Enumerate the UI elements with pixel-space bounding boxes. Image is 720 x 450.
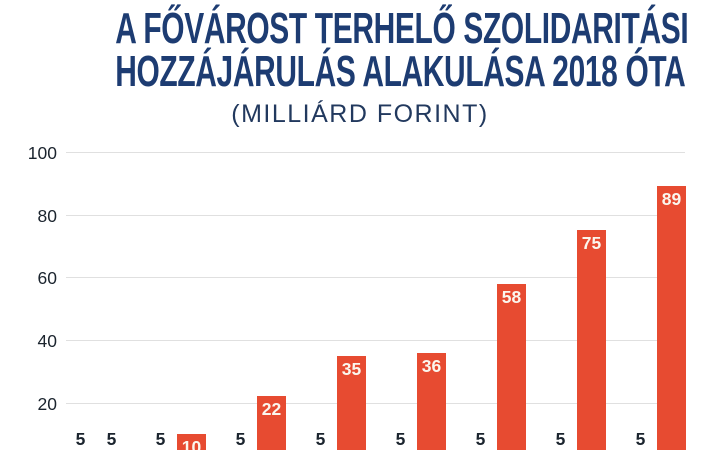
bar-value-label-right-red-bars-4: 35: [341, 358, 362, 379]
bar-value-label-right-red-bars-5: 36: [421, 355, 442, 376]
chart-title-line1: A FŐVÁROST TERHELŐ SZOLIDARITÁSI: [115, 4, 689, 53]
y-axis-tick-label-60: 60: [37, 268, 57, 289]
bar-value-label-left-short-bars-7: 5: [555, 428, 566, 449]
gridline-80: [66, 214, 685, 216]
bar-value-label-right-red-bars-2: 10: [181, 437, 202, 450]
gridline-60: [66, 277, 685, 279]
bar-value-label-left-short-bars-2: 5: [155, 428, 166, 449]
bar-value-label-right-red-bars-3: 22: [261, 399, 282, 420]
bar-value-label-right-red-bars-6: 58: [501, 286, 522, 307]
y-axis-tick-label-100: 100: [27, 142, 57, 163]
bar-value-label-right-red-bars-1: 5: [106, 428, 117, 449]
bar-right-red-bars-8: [657, 186, 686, 450]
bar-value-label-left-short-bars-3: 5: [235, 428, 246, 449]
bar-value-label-left-short-bars-4: 5: [315, 428, 326, 449]
bar-right-red-bars-3: [257, 396, 286, 450]
chart-title-line2: HOZZÁJÁRULÁS ALAKULÁSA 2018 ÓTA: [115, 47, 686, 96]
bar-right-red-bars-4: [337, 355, 366, 450]
gridline-100: [66, 151, 685, 153]
gridline-40: [66, 340, 685, 342]
y-axis-tick-label-20: 20: [37, 393, 57, 414]
bar-value-label-left-short-bars-1: 5: [75, 428, 86, 449]
bar-value-label-left-short-bars-6: 5: [475, 428, 486, 449]
chart-subtitle: (MILLIÁRD FORINT): [231, 100, 489, 128]
chart-title: A FŐVÁROST TERHELŐ SZOLIDARITÁSI HOZZÁJÁ…: [0, 4, 720, 96]
bar-right-red-bars-2: [177, 434, 206, 450]
gridline-20: [66, 402, 685, 404]
y-axis-tick-label-80: 80: [37, 205, 57, 226]
y-axis-tick-label-40: 40: [37, 331, 57, 352]
bar-value-label-left-short-bars-8: 5: [635, 428, 646, 449]
bar-right-red-bars-7: [577, 230, 606, 450]
bar-value-label-right-red-bars-8: 89: [661, 189, 682, 210]
bar-value-label-left-short-bars-5: 5: [395, 428, 406, 449]
bar-right-red-bars-6: [497, 283, 526, 450]
bar-value-label-right-red-bars-7: 75: [581, 233, 602, 254]
bar-right-red-bars-5: [417, 352, 446, 450]
